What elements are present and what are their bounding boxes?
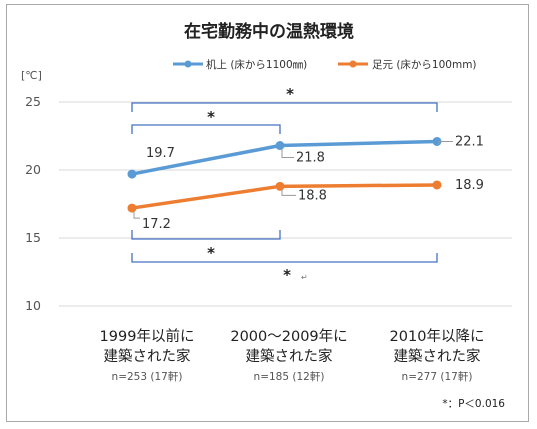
category-2-line1: 2010年以降に bbox=[390, 328, 485, 345]
series-1-point-2 bbox=[432, 180, 442, 190]
significance-brackets: * * * * ↵ bbox=[131, 85, 438, 284]
data-label-1-1: 18.8 bbox=[298, 188, 327, 203]
data-label-1-0: 17.2 bbox=[142, 217, 171, 232]
series-1-point-0 bbox=[127, 203, 137, 213]
category-1-n: n=185 (12軒) bbox=[254, 371, 325, 383]
y-tick-20: 20 bbox=[25, 162, 41, 177]
legend-label-0: 机上 (床から1100㎜) bbox=[206, 58, 307, 71]
y-tick-25: 25 bbox=[25, 94, 41, 109]
leader-0-1 bbox=[281, 148, 294, 159]
series-0-point-1 bbox=[275, 141, 285, 151]
data-labels: 19.7 21.8 22.1 17.2 18.8 18.9 bbox=[133, 134, 484, 232]
legend-label-1: 足元 (床から100mm) bbox=[372, 58, 477, 71]
bracket-bottom-outer bbox=[131, 253, 438, 263]
bracket-top-inner bbox=[131, 124, 281, 134]
leader-1-1 bbox=[281, 189, 296, 196]
bracket-bottom-inner bbox=[131, 230, 281, 240]
series-1-point-1 bbox=[275, 181, 285, 191]
category-0-line1: 1999年以前に bbox=[100, 328, 195, 345]
leader-0-2 bbox=[438, 140, 453, 145]
star-top-inner: * bbox=[207, 108, 215, 126]
data-label-1-2: 18.9 bbox=[455, 178, 484, 193]
y-tick-labels: 10 15 20 25 bbox=[25, 94, 41, 313]
significance-note: *：P＜0.016 bbox=[442, 398, 505, 410]
category-2-line2: 建築された家 bbox=[394, 347, 481, 365]
star-bottom-inner: * bbox=[207, 244, 215, 262]
grid bbox=[59, 101, 512, 307]
y-tick-15: 15 bbox=[25, 230, 41, 245]
chart-frame: 在宅勤務中の温熱環境 机上 (床から1100㎜) 足元 (床から100mm) [… bbox=[6, 4, 529, 422]
category-0-n: n=253 (17軒) bbox=[112, 371, 183, 383]
series-line-1 bbox=[131, 183, 438, 210]
category-0-line2: 建築された家 bbox=[104, 347, 191, 365]
chart-canvas: 在宅勤務中の温熱環境 机上 (床から1100㎜) 足元 (床から100mm) [… bbox=[21, 21, 512, 410]
y-tick-10: 10 bbox=[25, 298, 41, 313]
star-top-outer: * bbox=[286, 85, 294, 103]
y-unit-label: [℃] bbox=[21, 69, 42, 82]
bracket-top-outer bbox=[131, 102, 438, 112]
category-2-n: n=277 (17軒) bbox=[402, 371, 473, 383]
legend: 机上 (床から1100㎜) 足元 (床から100mm) bbox=[173, 58, 477, 71]
category-1-line1: 2000〜2009年に bbox=[230, 328, 347, 345]
category-1-line2: 建築された家 bbox=[246, 347, 333, 365]
data-label-0-0: 19.7 bbox=[146, 146, 175, 161]
legend-swatch-dot-0 bbox=[184, 60, 192, 68]
data-label-0-2: 22.1 bbox=[455, 134, 484, 149]
series-0-point-0 bbox=[127, 169, 137, 179]
legend-swatch-dot-1 bbox=[349, 60, 357, 68]
data-label-0-1: 21.8 bbox=[296, 151, 325, 166]
star-bottom-outer: * bbox=[283, 266, 291, 284]
chart-title: 在宅勤務中の温熱環境 bbox=[184, 21, 354, 42]
leader-1-0 bbox=[133, 211, 140, 219]
star-bottom-outer-mark: ↵ bbox=[301, 273, 308, 282]
